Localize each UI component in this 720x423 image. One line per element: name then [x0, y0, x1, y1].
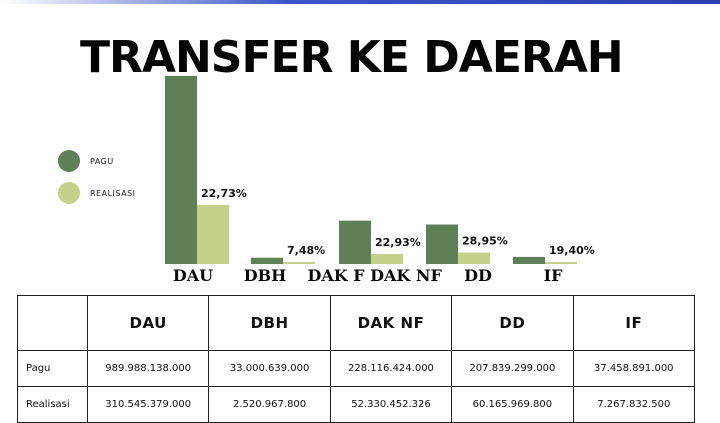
table-cell: 7.267.832.500: [572, 386, 696, 423]
x-tick-label: DAU: [173, 266, 213, 285]
data-label: 22,93%: [375, 236, 421, 249]
data-label: 7,48%: [287, 244, 325, 257]
legend-item-pagu: PAGU: [58, 148, 136, 174]
x-tick-label: DAK F: [307, 266, 365, 285]
bar-realisasi-dak-f: [371, 254, 403, 264]
table-cell: 228.116.424.000: [329, 350, 453, 387]
bar-realisasi-if: [545, 262, 577, 264]
legend-swatch-pagu: [58, 150, 80, 172]
table-row-label: Realisasi: [17, 386, 88, 423]
bar-realisasi-dau: [197, 204, 229, 264]
legend-item-realisasi: REALISASI: [58, 180, 136, 206]
legend-swatch-realisasi: [58, 182, 80, 204]
data-label: 19,40%: [549, 244, 595, 257]
table-header-dak-nf: DAK NF: [329, 295, 453, 351]
table-header-dd: DD: [451, 295, 574, 351]
table-row: Pagu 989.988.138.000 33.000.639.000 228.…: [17, 350, 696, 387]
table-cell: 37.458.891.000: [572, 350, 696, 387]
x-tick-label: DAK NF: [370, 266, 442, 285]
data-table: DAU DBH DAK NF DD IF Pagu 989.988.138.00…: [17, 295, 696, 423]
table-row: Realisasi 310.545.379.000 2.520.967.800 …: [17, 386, 696, 423]
data-label: 22,73%: [201, 187, 247, 200]
table-header-row: DAU DBH DAK NF DD IF: [17, 295, 696, 351]
legend-label-pagu: PAGU: [90, 156, 114, 166]
top-accent-line: [0, 0, 720, 4]
bar-pagu-dd: [426, 224, 458, 264]
legend-label-realisasi: REALISASI: [90, 188, 136, 198]
table-cell: 2.520.967.800: [208, 386, 331, 423]
bar-realisasi-dd: [458, 252, 490, 264]
bar-pagu-dbh: [251, 257, 283, 264]
table-header-dau: DAU: [86, 295, 210, 351]
bar-pagu-dak-f: [339, 220, 371, 264]
x-tick-label: IF: [544, 266, 563, 285]
table-cell: 207.839.299.000: [451, 350, 574, 387]
bar-chart: 22,73% 7,48% 22,93% 28,95% 19,40% DAU DBH DAK F…: [165, 75, 595, 285]
table-header-dbh: DBH: [208, 295, 331, 351]
bar-pagu-dau: [165, 75, 197, 264]
table-cell: 310.545.379.000: [86, 386, 210, 423]
table-cell: 52.330.452.326: [329, 386, 453, 423]
data-label: 28,95%: [462, 235, 508, 248]
chart-legend: PAGU REALISASI: [58, 148, 136, 212]
table-row-label: Pagu: [17, 350, 88, 387]
bar-realisasi-dbh: [283, 262, 315, 264]
bar-pagu-if: [513, 256, 545, 264]
table-cell: 33.000.639.000: [208, 350, 331, 387]
x-tick-label: DD: [464, 266, 492, 285]
table-cell: 989.988.138.000: [86, 350, 210, 387]
page-title: TRANSFER KE DAERAH: [80, 32, 624, 83]
x-tick-label: DBH: [244, 266, 287, 285]
table-cell: 60.165.969.800: [451, 386, 574, 423]
table-header-blank: [17, 295, 88, 351]
table-header-if: IF: [572, 295, 696, 351]
